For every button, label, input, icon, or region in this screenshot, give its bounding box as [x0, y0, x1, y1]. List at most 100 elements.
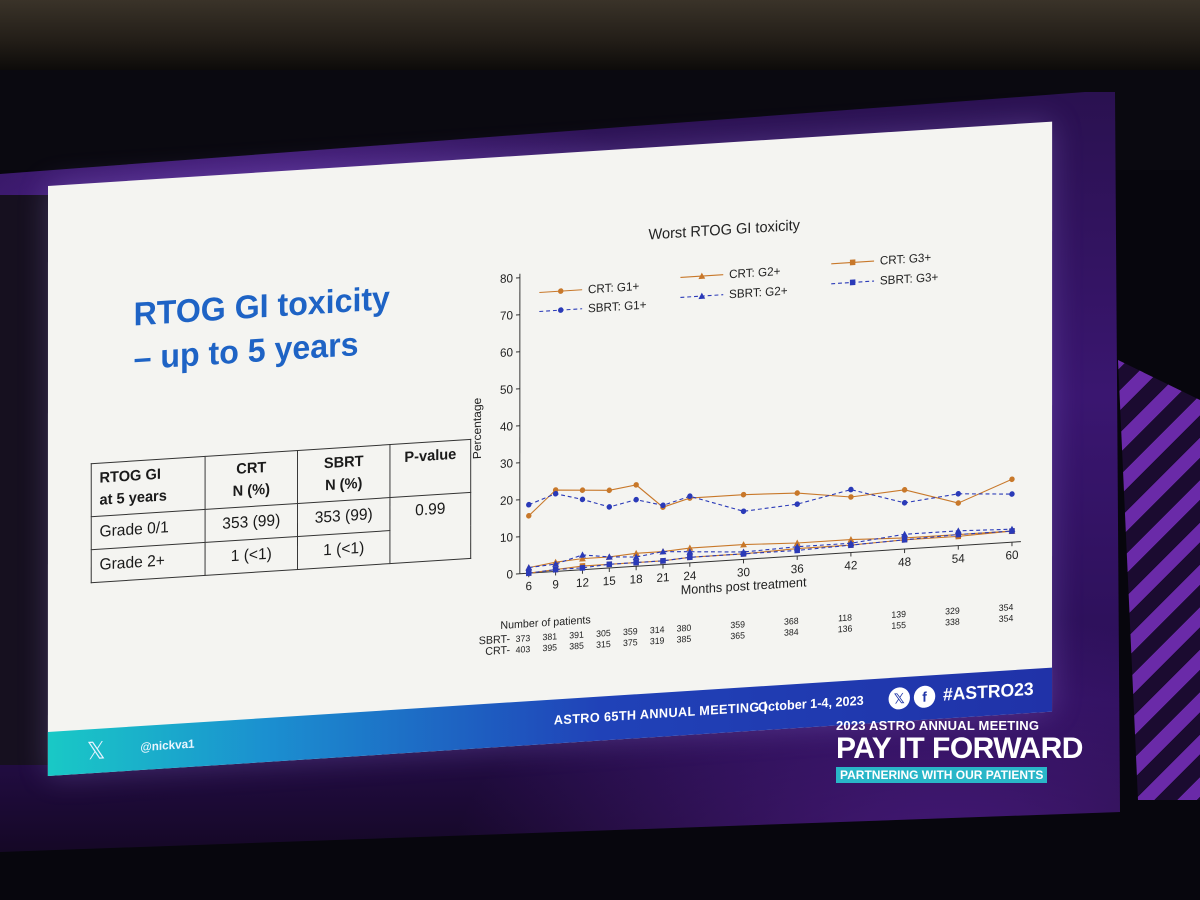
table-header-cell: RTOG GI at 5 years [91, 456, 206, 517]
x-logo-icon: 𝕏 [86, 737, 106, 766]
risk-table-value: 118 [838, 612, 852, 623]
data-point [660, 502, 666, 509]
table-cell-label: Grade 2+ [91, 542, 206, 583]
data-point [740, 491, 747, 498]
series-line [528, 478, 1013, 517]
risk-table-row-label: SBRT- [479, 633, 511, 647]
x-tick-label: 18 [630, 572, 643, 587]
table-header-cell: CRT N (%) [205, 450, 298, 510]
data-point [526, 501, 532, 508]
data-point [526, 513, 532, 519]
risk-table-value: 155 [891, 620, 906, 631]
table-header-cell: SBRT N (%) [297, 444, 390, 504]
y-tick-label: 70 [500, 308, 513, 323]
data-point [525, 564, 533, 571]
data-point [901, 500, 908, 506]
data-point [687, 493, 693, 500]
header-crt-line2: N (%) [232, 480, 270, 501]
risk-table-value: 354 [999, 602, 1014, 613]
data-point [687, 554, 693, 561]
data-point [1009, 476, 1015, 483]
header-grade-line2: at 5 years [99, 487, 167, 509]
slide-title: RTOG GI toxicity – up to 5 years [134, 272, 455, 381]
risk-table-value: 136 [838, 623, 853, 634]
x-social-icon: 𝕏 [888, 686, 910, 711]
legend-marker [849, 279, 856, 286]
data-point [901, 487, 908, 493]
data-point [659, 548, 667, 555]
header-grade-line1: RTOG GI [99, 465, 161, 487]
x-tick-label: 15 [603, 573, 616, 588]
brand-tagline: PARTNERING WITH OUR PATIENTS [836, 767, 1048, 783]
data-point [579, 551, 586, 558]
x-tick-label: 30 [737, 565, 750, 580]
legend-marker [558, 307, 564, 313]
table-cell-crt: 1 (<1) [205, 536, 298, 576]
risk-table-value: 381 [542, 631, 557, 642]
header-crt-line1: CRT [236, 458, 267, 478]
risk-table-row-label: CRT- [485, 644, 510, 658]
meeting-date: October 1-4, 2023 [758, 692, 864, 715]
risk-table-title: Number of patients [500, 614, 591, 632]
risk-table-value: 359 [623, 626, 638, 637]
data-point [579, 564, 586, 571]
risk-table-value: 403 [516, 644, 531, 655]
data-point [794, 490, 800, 496]
x-tick-label: 9 [552, 577, 559, 592]
data-point [552, 566, 559, 573]
y-tick-label: 40 [500, 419, 513, 434]
event-branding: 2023 ASTRO ANNUAL MEETING PAY IT FORWARD… [836, 718, 1096, 784]
data-point [793, 539, 801, 547]
data-point [579, 496, 586, 503]
data-point [552, 490, 559, 497]
data-point [740, 550, 747, 557]
risk-table-value: 395 [542, 642, 557, 653]
risk-table-value: 315 [596, 639, 611, 650]
table-cell-sbrt: 1 (<1) [297, 530, 390, 570]
risk-table-value: 375 [623, 637, 638, 648]
data-point [955, 491, 962, 497]
pvalue-text: 0.99 [415, 500, 446, 520]
legend-label: CRT: G1+ [588, 279, 639, 296]
facebook-icon: f [913, 685, 936, 709]
legend-label: SBRT: G2+ [729, 283, 788, 301]
risk-table-value: 359 [730, 619, 745, 630]
x-tick-label: 12 [576, 575, 589, 590]
x-tick-label: 6 [526, 579, 533, 594]
data-point [847, 536, 855, 543]
data-point [606, 504, 613, 510]
x-axis-label: Months post treatment [681, 574, 807, 597]
data-point [552, 560, 560, 568]
legend-marker [558, 288, 564, 294]
risk-table-value: 373 [516, 633, 531, 644]
data-point [605, 553, 613, 560]
legend-label: SBRT: G1+ [588, 297, 647, 315]
toxicity-chart: Worst RTOG GI toxicity 0 10 20 30 40 50 60 70 80 6… [470, 218, 1021, 658]
meeting-name: ASTRO 65TH ANNUAL MEETING | [553, 698, 768, 728]
data-point [848, 542, 854, 549]
projected-slide: RTOG GI toxicity – up to 5 years RTOG GI… [47, 121, 1053, 776]
data-point [526, 570, 532, 577]
legend-label: CRT: G2+ [729, 264, 780, 281]
brand-line1: 2023 ASTRO ANNUAL MEETING [836, 718, 1040, 733]
data-point [1009, 491, 1015, 497]
y-tick-label: 60 [500, 345, 513, 360]
toxicity-table: RTOG GI at 5 years CRT N (%) SBRT N (%) … [91, 439, 471, 583]
risk-table-value: 354 [999, 613, 1014, 624]
ceiling [0, 0, 1200, 70]
risk-table-value: 314 [650, 624, 665, 635]
data-point [848, 486, 854, 493]
risk-table-value: 391 [569, 630, 584, 641]
data-point [579, 487, 586, 493]
risk-table-value: 365 [730, 630, 745, 641]
y-tick-label: 0 [507, 567, 514, 582]
data-point [579, 555, 586, 562]
series-line [528, 528, 1012, 569]
y-axis-label: Percentage [470, 397, 484, 460]
legend-marker [849, 259, 856, 266]
risk-table-value: 329 [945, 605, 960, 616]
legend-marker [698, 272, 706, 280]
data-point [740, 508, 747, 515]
risk-table-value: 319 [650, 635, 665, 646]
risk-table-value: 139 [891, 609, 906, 620]
